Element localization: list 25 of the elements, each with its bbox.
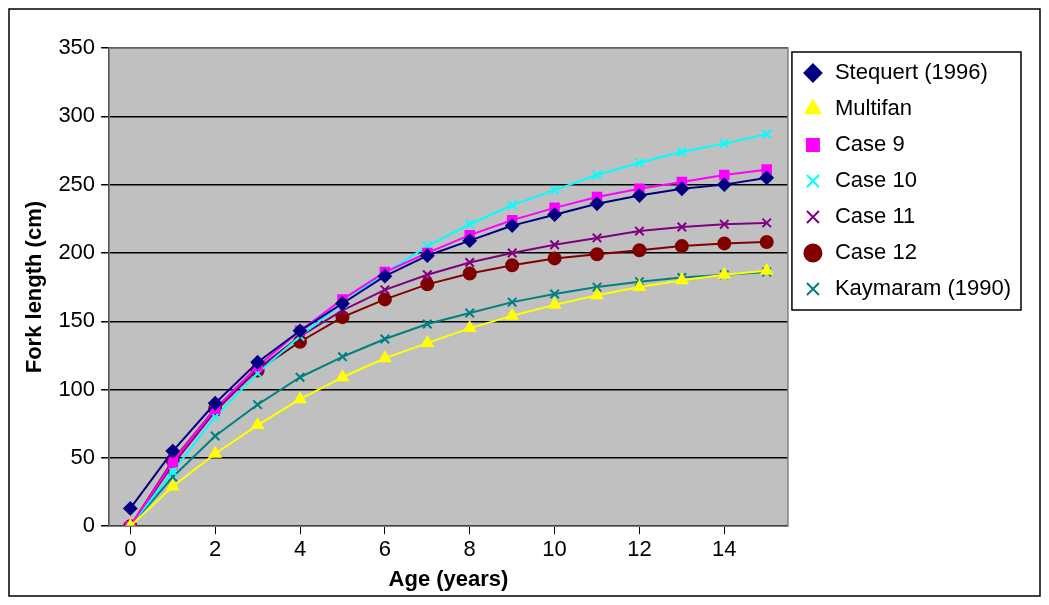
y-tick-label: 100 — [58, 375, 96, 401]
legend-label: Case 12 — [834, 239, 917, 265]
x-tick-label: 0 — [124, 536, 137, 562]
x-axis-title: Age (years) — [388, 565, 509, 591]
x-tick-label: 6 — [378, 536, 392, 562]
x-tick-label: 14 — [712, 536, 737, 562]
x-tick-label: 2 — [209, 536, 222, 562]
y-tick-label: 300 — [58, 102, 96, 128]
legend-label: Multifan — [834, 95, 912, 121]
x-tick-label: 10 — [542, 536, 567, 562]
x-tick-label: 12 — [627, 536, 652, 562]
y-tick-label: 150 — [58, 307, 96, 333]
y-tick-label: 50 — [70, 443, 96, 469]
y-tick-label: 350 — [58, 34, 96, 60]
y-tick-label: 200 — [58, 239, 96, 265]
y-tick-label: 250 — [58, 170, 96, 196]
legend-label: Kaymaram (1990) — [834, 275, 1012, 301]
legend-label: Stequert (1996) — [834, 59, 988, 85]
x-tick-label: 4 — [293, 536, 307, 562]
legend-label: Case 11 — [834, 203, 916, 229]
legend-label: Case 9 — [834, 131, 905, 157]
legend-label: Case 10 — [834, 167, 917, 193]
y-tick-label: 0 — [82, 512, 96, 538]
y-axis-title: Fork length (cm) — [21, 200, 47, 374]
x-tick-label: 8 — [463, 536, 476, 562]
